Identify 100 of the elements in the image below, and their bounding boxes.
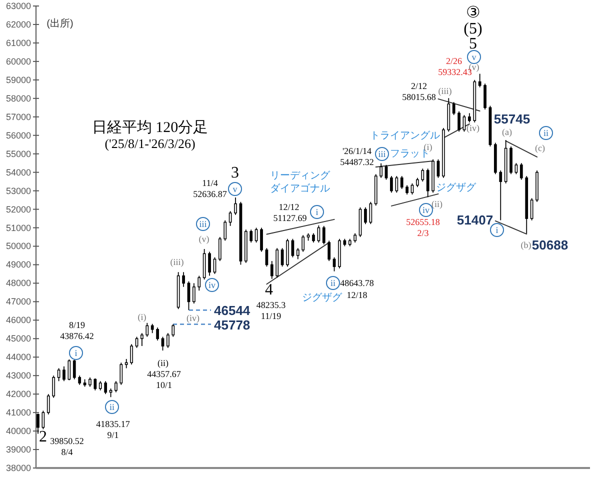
annotation: 51407 bbox=[456, 212, 494, 228]
annotation: 44357.67 bbox=[147, 369, 182, 379]
candlestick bbox=[104, 380, 108, 395]
candlestick bbox=[62, 366, 66, 382]
annotation: ジグザグ bbox=[302, 292, 343, 304]
candlestick bbox=[234, 197, 237, 216]
annotation: 11/4 bbox=[202, 178, 218, 188]
annotation: i bbox=[74, 348, 78, 358]
candlestick bbox=[208, 251, 211, 276]
candlestick bbox=[114, 380, 118, 393]
annotation: 58015.68 bbox=[402, 92, 436, 102]
candlestick bbox=[312, 232, 315, 243]
annotation: 52636.87 bbox=[193, 189, 228, 199]
y-tick-label: 61000 bbox=[6, 38, 31, 48]
candlestick bbox=[369, 201, 372, 225]
y-tick-label: 49000 bbox=[6, 260, 31, 270]
annotation: (iv) bbox=[466, 123, 480, 133]
candlestick bbox=[198, 275, 201, 292]
annotation: 8/19 bbox=[68, 320, 86, 330]
candlestick bbox=[224, 220, 227, 242]
y-tick-label: 53000 bbox=[6, 186, 31, 196]
candlestick bbox=[390, 176, 393, 194]
candlestick bbox=[130, 344, 133, 365]
annotation: リーディング bbox=[270, 170, 331, 182]
y-tick-label: 45000 bbox=[6, 334, 31, 344]
candlestick bbox=[499, 170, 502, 221]
y-tick-label: 57000 bbox=[6, 112, 31, 122]
candlestick bbox=[46, 394, 50, 415]
annotation: 9/1 bbox=[107, 430, 119, 440]
annotation: 12/12 bbox=[278, 202, 300, 212]
annotation: iv bbox=[208, 280, 216, 290]
candlestick bbox=[426, 168, 430, 198]
annotation: iv bbox=[422, 205, 430, 215]
candlestick bbox=[182, 272, 185, 288]
candlestick bbox=[36, 413, 40, 434]
y-tick-label: 60000 bbox=[6, 56, 31, 66]
annotation: (a) bbox=[502, 127, 512, 137]
annotation: 48235.3 bbox=[256, 300, 286, 310]
annotation: v bbox=[232, 184, 238, 194]
text: ii bbox=[543, 128, 549, 138]
candlestick bbox=[52, 375, 56, 398]
candlestick bbox=[72, 359, 76, 380]
y-tick-label: 58000 bbox=[6, 93, 31, 104]
annotation: (iv) bbox=[186, 313, 200, 323]
annotation: (v) bbox=[468, 62, 480, 72]
annotation: i bbox=[316, 207, 319, 217]
y-tick-label: 42000 bbox=[6, 389, 31, 400]
annotation: 48643.78 bbox=[340, 278, 374, 288]
annotation: (iii) bbox=[438, 86, 452, 96]
candlestick bbox=[78, 375, 82, 386]
candlestick bbox=[135, 336, 138, 348]
ref-line-label: 45778 bbox=[214, 317, 250, 332]
annotation: '26/1/14 bbox=[342, 146, 372, 156]
candlestick bbox=[364, 206, 367, 225]
candlestick bbox=[400, 176, 404, 190]
annotation: 11/19 bbox=[260, 311, 282, 321]
annotation: 2/3 bbox=[417, 228, 430, 238]
annotation: (ii) bbox=[432, 199, 442, 209]
candlestick bbox=[172, 324, 175, 338]
candlestick bbox=[416, 177, 419, 188]
candlestick bbox=[458, 110, 460, 132]
text: 日経平均 120分足 bbox=[92, 119, 208, 136]
candlestick bbox=[380, 162, 382, 178]
candlestick bbox=[260, 227, 263, 252]
y-tick-label: 62000 bbox=[6, 19, 31, 30]
candlestick bbox=[94, 378, 97, 391]
annotation: 10/1 bbox=[156, 380, 172, 390]
candlestick bbox=[302, 234, 305, 252]
annotation: (b) bbox=[520, 240, 532, 250]
annotation: (v) bbox=[198, 234, 210, 244]
candlestick bbox=[395, 176, 398, 194]
candlestick bbox=[146, 322, 149, 338]
y-tick-label: 43000 bbox=[6, 370, 31, 381]
y-tick-label: 59000 bbox=[6, 74, 31, 85]
candlestick bbox=[120, 362, 123, 386]
y-tick-label: 56000 bbox=[6, 130, 31, 140]
annotation: 2/26 bbox=[446, 56, 462, 66]
annotation: 51127.69 bbox=[273, 213, 308, 223]
annotation: 41835.17 bbox=[96, 419, 130, 429]
annotation: 39850.52 bbox=[50, 436, 84, 446]
y-tick-label: 55000 bbox=[6, 148, 31, 159]
candlestick bbox=[88, 377, 92, 388]
annotation: 2 bbox=[39, 428, 47, 446]
annotation: iii bbox=[199, 219, 208, 229]
annotation: 55745 bbox=[494, 112, 530, 126]
candlestick bbox=[484, 83, 486, 110]
candlestick bbox=[270, 260, 274, 280]
annotation: 3 bbox=[231, 164, 239, 182]
annotation: (i) bbox=[138, 312, 146, 322]
candlestick bbox=[254, 227, 258, 243]
annotation: ③ bbox=[466, 4, 480, 22]
annotation: (出所) bbox=[46, 18, 74, 30]
candlestick bbox=[468, 112, 471, 123]
candlestick bbox=[166, 332, 170, 348]
candlestick bbox=[250, 229, 253, 243]
candlestick bbox=[452, 102, 456, 116]
y-tick-label: 52000 bbox=[6, 204, 31, 214]
y-tick-label: 40000 bbox=[6, 426, 31, 436]
y-tick-label: 39000 bbox=[6, 444, 31, 455]
annotation: トライアングル bbox=[370, 130, 440, 142]
